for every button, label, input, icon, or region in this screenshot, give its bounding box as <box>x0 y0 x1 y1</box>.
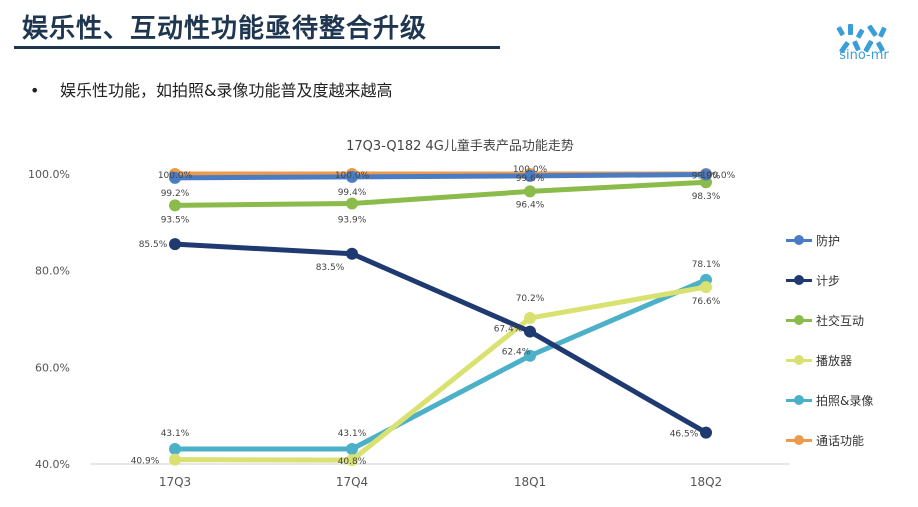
data-label: 83.5% <box>316 263 345 273</box>
data-label: 40.9% <box>131 457 160 467</box>
data-label: 76.6% <box>692 297 721 307</box>
data-point <box>700 281 712 294</box>
y-tick-label: 100.0% <box>28 168 70 181</box>
data-label: 78.1% <box>692 260 721 270</box>
bullet-dot-icon: • <box>30 81 40 100</box>
y-tick-label: 80.0% <box>35 265 70 278</box>
y-tick-label: 40.0% <box>35 458 70 471</box>
data-point <box>169 199 181 212</box>
legend-item: 通话功能 <box>786 420 873 460</box>
series-line <box>172 277 709 452</box>
data-point <box>169 171 181 184</box>
data-point <box>524 325 536 338</box>
data-point <box>524 185 536 198</box>
series-line <box>172 284 709 463</box>
data-point <box>700 168 712 181</box>
series-1 <box>169 238 712 439</box>
series-2 <box>169 176 712 212</box>
series-0 <box>169 168 712 184</box>
legend-label: 防护 <box>816 233 841 248</box>
legend-label: 计步 <box>816 273 841 288</box>
sino-mr-logo-icon <box>836 24 887 54</box>
series-line <box>172 179 709 208</box>
data-label: 93.5% <box>161 215 190 225</box>
data-label: 99.2% <box>161 189 190 199</box>
data-point <box>346 197 358 210</box>
legend-label: 通话功能 <box>816 433 865 448</box>
data-label: 70.2% <box>516 294 545 304</box>
legend-label: 社交互动 <box>816 313 865 328</box>
data-label: 46.5% <box>670 430 699 440</box>
legend-swatch-icon <box>786 394 812 406</box>
data-label: 100.0% <box>701 171 736 181</box>
data-label: 99.4% <box>338 188 367 198</box>
data-label: 43.1% <box>161 429 190 439</box>
legend-item: 计步 <box>786 260 873 300</box>
x-tick-label: 17Q3 <box>159 475 191 489</box>
data-point <box>346 247 358 260</box>
data-label: 100.0% <box>513 165 548 175</box>
legend-label: 播放器 <box>816 353 853 368</box>
data-point <box>524 312 536 325</box>
logo-text: sino-mr <box>839 48 889 63</box>
series-line <box>172 171 709 181</box>
chart-title: 17Q3-Q182 4G儿童手表产品功能走势 <box>346 138 574 154</box>
data-point <box>169 238 181 251</box>
legend-swatch-icon <box>786 234 812 246</box>
data-point <box>700 426 712 439</box>
data-point <box>169 453 181 466</box>
data-label: 93.9% <box>338 215 367 225</box>
y-axis-ticks: 40.0% 60.0% 80.0% 100.0% <box>28 168 70 471</box>
data-label: 100.0% <box>158 171 193 181</box>
data-label: 99.9% <box>692 171 721 181</box>
data-label: 85.5% <box>139 240 168 250</box>
series-3 <box>169 281 712 467</box>
legend-item: 播放器 <box>786 340 873 380</box>
y-tick-label: 60.0% <box>35 361 70 374</box>
x-axis-ticks: 17Q3 17Q4 18Q1 18Q2 <box>159 475 722 489</box>
data-label: 100.0% <box>335 171 370 181</box>
legend-swatch-icon <box>786 434 812 446</box>
legend-label: 拍照&录像 <box>816 393 874 408</box>
data-point <box>346 170 358 183</box>
legend-item: 防护 <box>786 220 873 260</box>
series-line <box>172 241 709 436</box>
bullet-text: 娱乐性功能，如拍照&录像功能普及度越来越高 <box>60 81 393 100</box>
data-label: 99.6% <box>516 174 545 184</box>
series-4 <box>169 273 712 456</box>
legend-swatch-icon <box>786 354 812 366</box>
x-tick-label: 17Q4 <box>336 475 368 489</box>
title-underline <box>14 46 500 49</box>
data-label: 43.1% <box>338 429 367 439</box>
data-point <box>346 454 358 467</box>
slide-title: 娱乐性、互动性功能亟待整合升级 <box>22 14 428 44</box>
data-label: 98.3% <box>692 192 721 202</box>
x-tick-label: 18Q2 <box>690 475 722 489</box>
legend-swatch-icon <box>786 314 812 326</box>
data-label: 67.4% <box>494 325 523 335</box>
data-point <box>524 349 536 362</box>
data-point <box>524 169 536 182</box>
data-label: 62.4% <box>502 348 531 358</box>
data-point <box>346 443 358 456</box>
legend-swatch-icon <box>786 274 812 286</box>
data-labels: 99.2% 99.4% 99.6% 99.9% 85.5% 83.5% 67.4% 46.5%… <box>131 165 736 467</box>
series-layer: 99.2% 99.4% 99.6% 99.9% 85.5% 83.5% 67.4% 46.5%… <box>131 165 736 467</box>
legend-item: 社交互动 <box>786 300 873 340</box>
data-label: 40.8% <box>338 457 367 467</box>
bullet-point: • 娱乐性功能，如拍照&录像功能普及度越来越高 <box>30 77 392 101</box>
chart-legend: 防护计步社交互动播放器拍照&录像通话功能 <box>786 220 873 460</box>
x-tick-label: 18Q1 <box>514 475 546 489</box>
legend-item: 拍照&录像 <box>786 380 873 420</box>
data-label: 96.4% <box>516 200 545 210</box>
data-point <box>169 443 181 456</box>
